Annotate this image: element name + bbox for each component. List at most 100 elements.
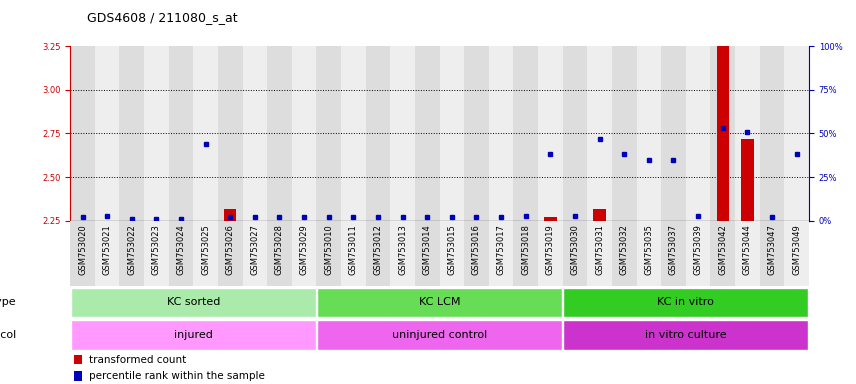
Bar — [686, 46, 710, 221]
Bar — [317, 221, 341, 286]
Text: KC LCM: KC LCM — [419, 297, 461, 308]
Bar — [514, 221, 538, 286]
Bar — [169, 221, 193, 286]
Bar — [562, 46, 587, 221]
Bar — [366, 221, 390, 286]
Bar — [193, 221, 218, 286]
Bar — [341, 221, 366, 286]
Bar — [759, 46, 784, 221]
Text: KC in vitro: KC in vitro — [657, 297, 714, 308]
Bar — [267, 46, 292, 221]
Text: GSM753037: GSM753037 — [669, 224, 678, 275]
Bar — [390, 46, 415, 221]
Text: GSM753027: GSM753027 — [250, 224, 259, 275]
Bar — [710, 221, 735, 286]
Bar — [593, 209, 606, 221]
Bar — [415, 46, 439, 221]
Text: GSM753019: GSM753019 — [546, 224, 555, 275]
Bar — [716, 46, 729, 221]
Text: transformed count: transformed count — [89, 354, 186, 364]
Text: GSM753042: GSM753042 — [718, 224, 728, 275]
Text: uninjured control: uninjured control — [392, 330, 487, 340]
Bar — [514, 46, 538, 221]
Text: GSM753022: GSM753022 — [128, 224, 136, 275]
Text: GSM753025: GSM753025 — [201, 224, 210, 275]
Bar — [464, 221, 489, 286]
Text: GSM753024: GSM753024 — [176, 224, 186, 275]
Bar — [218, 221, 242, 286]
Text: GSM753029: GSM753029 — [300, 224, 309, 275]
Bar — [317, 320, 562, 350]
Bar — [544, 217, 556, 221]
Bar — [292, 46, 317, 221]
Text: GSM753020: GSM753020 — [78, 224, 87, 275]
Bar — [317, 46, 341, 221]
Bar — [415, 221, 440, 286]
Text: GSM753014: GSM753014 — [423, 224, 431, 275]
Bar — [120, 221, 144, 286]
Bar — [735, 46, 759, 221]
Bar — [710, 46, 735, 221]
Bar — [341, 46, 366, 221]
Text: cell type: cell type — [0, 297, 16, 308]
Text: GSM753049: GSM753049 — [792, 224, 801, 275]
Bar — [74, 371, 82, 381]
Text: GSM753044: GSM753044 — [743, 224, 752, 275]
Text: GSM753035: GSM753035 — [645, 224, 653, 275]
Text: GSM753012: GSM753012 — [373, 224, 383, 275]
Bar — [489, 46, 514, 221]
Bar — [759, 221, 784, 286]
Text: GSM753018: GSM753018 — [521, 224, 530, 275]
Bar — [144, 46, 169, 221]
Bar — [538, 46, 562, 221]
Bar — [74, 355, 82, 364]
Bar — [71, 288, 316, 317]
Text: GSM753039: GSM753039 — [693, 224, 703, 275]
Bar — [144, 221, 169, 286]
Text: GSM753031: GSM753031 — [595, 224, 604, 275]
Text: protocol: protocol — [0, 330, 16, 340]
Bar — [95, 46, 120, 221]
Text: percentile rank within the sample: percentile rank within the sample — [89, 371, 265, 381]
Text: GSM753021: GSM753021 — [103, 224, 111, 275]
Bar — [242, 46, 267, 221]
Bar — [735, 221, 759, 286]
Text: injured: injured — [174, 330, 213, 340]
Bar — [563, 288, 808, 317]
Bar — [686, 221, 710, 286]
Text: GSM753047: GSM753047 — [768, 224, 776, 275]
Bar — [464, 46, 489, 221]
Text: GSM753023: GSM753023 — [152, 224, 161, 275]
Bar — [292, 221, 317, 286]
Bar — [70, 46, 95, 221]
Text: GSM753017: GSM753017 — [496, 224, 506, 275]
Bar — [637, 46, 661, 221]
Bar — [120, 46, 144, 221]
Bar — [193, 46, 218, 221]
Bar — [390, 221, 415, 286]
Text: KC sorted: KC sorted — [167, 297, 220, 308]
Bar — [784, 221, 809, 286]
Bar — [612, 221, 637, 286]
Bar — [587, 46, 612, 221]
Text: GSM753016: GSM753016 — [472, 224, 481, 275]
Bar — [366, 46, 390, 221]
Text: GSM753015: GSM753015 — [448, 224, 456, 275]
Text: GSM753028: GSM753028 — [275, 224, 284, 275]
Bar — [439, 46, 464, 221]
Text: GSM753030: GSM753030 — [570, 224, 580, 275]
Text: GSM753026: GSM753026 — [226, 224, 235, 275]
Bar — [71, 320, 316, 350]
Bar — [661, 221, 686, 286]
Text: GSM753013: GSM753013 — [398, 224, 407, 275]
Bar — [218, 46, 242, 221]
Bar — [612, 46, 637, 221]
Bar — [242, 221, 267, 286]
Bar — [784, 46, 809, 221]
Bar — [440, 221, 464, 286]
Text: GSM753011: GSM753011 — [349, 224, 358, 275]
Bar — [637, 221, 661, 286]
Text: in vitro culture: in vitro culture — [645, 330, 727, 340]
Bar — [224, 209, 236, 221]
Bar — [587, 221, 612, 286]
